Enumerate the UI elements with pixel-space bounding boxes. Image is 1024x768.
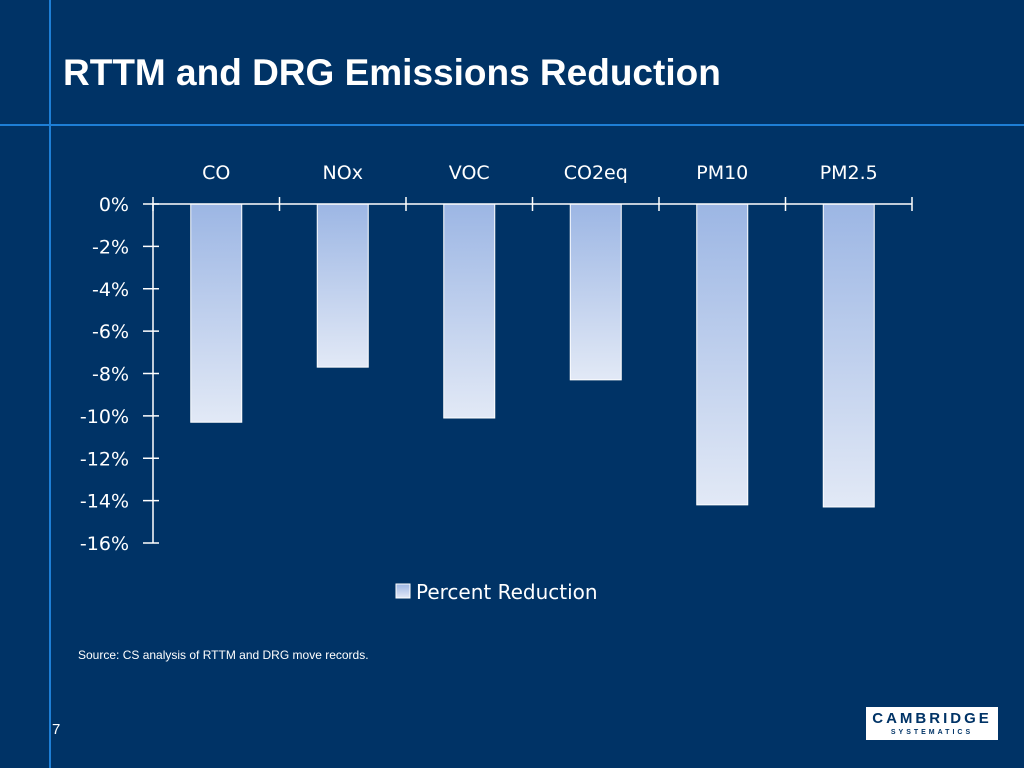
- accent-vertical-line: [49, 0, 51, 768]
- y-tick-label: -4%: [92, 279, 129, 301]
- x-category-label: VOC: [449, 162, 490, 184]
- bar: [316, 203, 369, 368]
- y-tick-label: -16%: [80, 533, 129, 555]
- x-category-label: PM2.5: [820, 162, 878, 184]
- y-tick-label: -6%: [92, 321, 129, 343]
- y-tick-label: -14%: [80, 491, 129, 513]
- y-tick-label: -10%: [80, 406, 129, 428]
- slide-title: RTTM and DRG Emissions Reduction: [63, 52, 721, 93]
- x-category-label: PM10: [696, 162, 748, 184]
- bar: [696, 203, 749, 506]
- y-tick-label: -8%: [92, 364, 129, 386]
- y-tick-label: -2%: [92, 236, 129, 258]
- y-tick-label: -12%: [80, 448, 129, 470]
- bar: [190, 203, 243, 423]
- x-category-label: CO2eq: [564, 162, 628, 184]
- x-category-label: CO: [202, 162, 230, 184]
- page-number: 7: [52, 721, 61, 738]
- bar: [443, 203, 496, 419]
- cambridge-systematics-logo: CAMBRIDGE SYSTEMATICS: [866, 707, 998, 740]
- source-note: Source: CS analysis of RTTM and DRG move…: [78, 648, 369, 662]
- x-category-label: NOx: [323, 162, 363, 184]
- logo-text-line1: CAMBRIDGE: [872, 710, 992, 727]
- bar: [822, 203, 875, 508]
- logo-text-line2: SYSTEMATICS: [890, 729, 974, 736]
- legend-swatch: [395, 583, 411, 599]
- y-tick-label: 0%: [99, 194, 129, 216]
- bar: [569, 203, 622, 381]
- accent-horizontal-line: [0, 124, 1024, 126]
- legend-label: Percent Reduction: [416, 580, 598, 604]
